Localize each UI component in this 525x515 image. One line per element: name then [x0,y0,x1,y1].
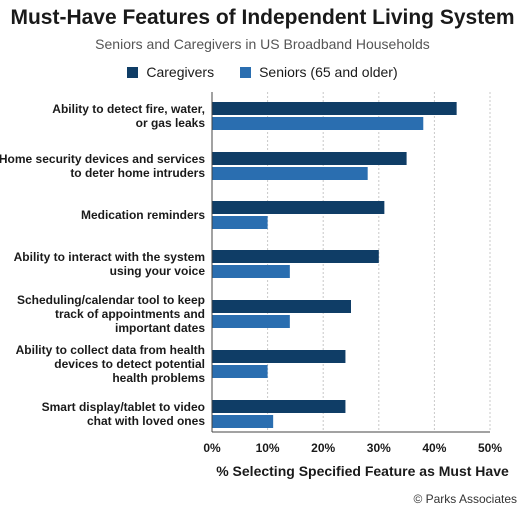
category-label-line: or gas leaks [136,116,206,130]
category-label: Smart display/tablet to video chat with l… [42,400,206,428]
category-label: Ability to interact with the system using… [14,250,206,278]
bar-seniors [212,117,424,130]
legend: Caregivers Seniors (65 and older) [0,64,525,80]
category-label-line: to deter home intruders [70,166,205,180]
chart-subtitle: Seniors and Caregivers in US Broadband H… [95,36,430,52]
category-label-line: Ability to interact with the system [14,250,205,264]
category-label-line: chat with loved ones [87,414,205,428]
source-credit: © Parks Associates [413,492,517,506]
x-tick-label: 20% [311,441,335,455]
category-label: Ability to detect fire, water, or gas lea… [52,102,205,130]
bar-caregivers [212,250,379,263]
bar-seniors [212,415,274,428]
bar-caregivers [212,300,351,313]
legend-swatch-caregivers [127,66,139,78]
bar-seniors [212,216,268,229]
x-tick-label: 0% [203,441,221,455]
category-label: Ability to collect data from health devic… [16,343,206,385]
category-label: Scheduling/calendar tool to keep track of… [17,293,205,335]
bar-caregivers [212,350,346,363]
legend-label-seniors: Seniors (65 and older) [259,64,398,80]
category-label-line: Medication reminders [81,208,205,222]
category-label-line: Scheduling/calendar tool to keep [17,293,205,307]
category-label-line: track of appointments and [55,307,205,321]
bar-caregivers [212,152,407,165]
bar-caregivers [212,102,457,115]
category-label-line: Smart display/tablet to video [42,400,205,414]
bar-caregivers [212,400,346,413]
x-tick-label: 30% [367,441,391,455]
bar-seniors [212,167,368,180]
category-label-line: Ability to collect data from health [16,343,205,357]
category-label-line: Ability to detect fire, water, [52,102,205,116]
category-label: Medication reminders [81,208,205,222]
legend-item-seniors: Seniors (65 and older) [240,64,398,80]
x-tick-label: 50% [478,441,502,455]
category-label-line: using your voice [110,264,206,278]
bar-caregivers [212,201,385,214]
bar-seniors [212,265,290,278]
x-tick-label: 10% [256,441,280,455]
legend-item-caregivers: Caregivers [127,64,214,80]
category-label-line: important dates [115,321,205,335]
bar-seniors [212,365,268,378]
x-axis-label: % Selecting Specified Feature as Must Ha… [216,463,509,479]
category-label: Home security devices and services to det… [0,152,205,180]
category-label-line: devices to detect potential [54,357,205,371]
category-label-line: Home security devices and services [0,152,205,166]
x-tick-label: 40% [422,441,446,455]
legend-label-caregivers: Caregivers [146,64,215,80]
bar-seniors [212,315,290,328]
legend-swatch-seniors [240,66,252,78]
category-label-line: health problems [112,371,205,385]
chart-title: Must-Have Features of Independent Living… [10,6,515,29]
